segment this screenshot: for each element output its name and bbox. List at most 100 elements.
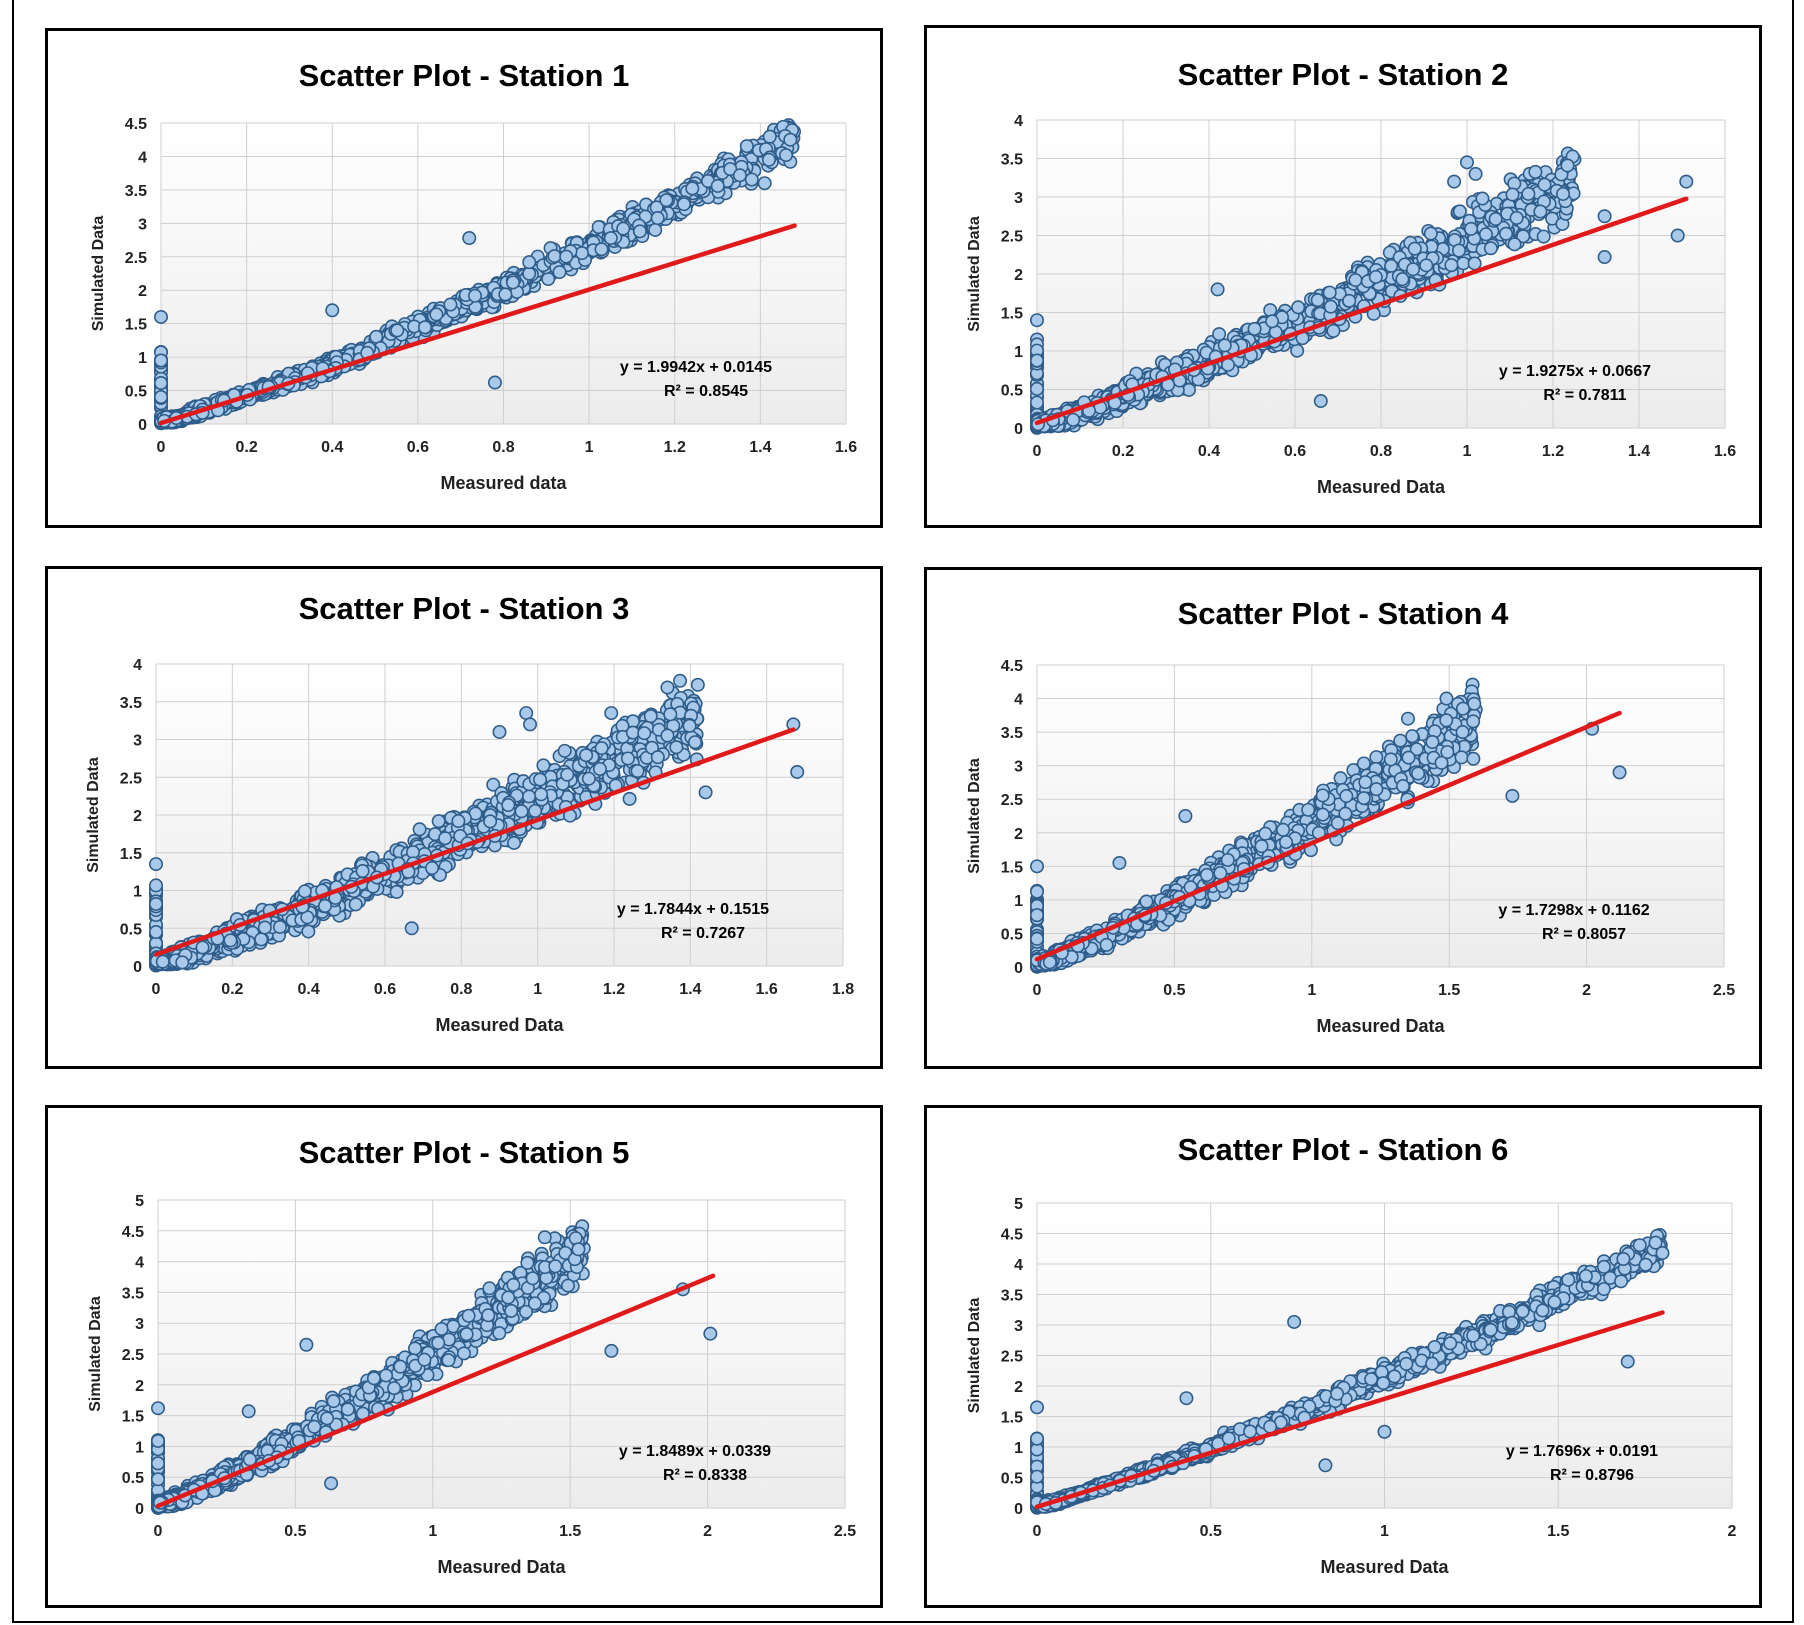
r-squared-label: R² = 0.8545: [664, 383, 748, 400]
y-axis-label: Simulated Data: [85, 757, 102, 873]
scatter-point: [1368, 269, 1383, 284]
y-tick-label: 2: [133, 808, 142, 825]
scatter-point: [1326, 323, 1341, 338]
x-axis-label: Measured Data: [435, 1015, 564, 1035]
scatter-point: [149, 857, 164, 872]
scatter-point: [272, 919, 287, 934]
scatter-point: [1597, 209, 1612, 224]
y-tick-label: 0: [138, 417, 147, 434]
scatter-point: [559, 249, 574, 264]
chart-title: Scatter Plot - Station 1: [299, 58, 630, 93]
scatter-point: [663, 707, 678, 722]
scatter-point: [223, 933, 238, 948]
scatter-point: [1679, 174, 1694, 189]
scatter-point: [552, 265, 567, 280]
scatter-point: [541, 272, 556, 287]
scatter-point: [390, 323, 405, 338]
scatter-point: [297, 884, 312, 899]
scatter-point: [425, 861, 440, 876]
scatter-point: [682, 718, 697, 733]
scatter-point: [625, 725, 640, 740]
x-tick-label: 1.2: [664, 439, 686, 456]
x-tick-label: 1.4: [749, 439, 771, 456]
x-tick-label: 0.4: [1198, 443, 1220, 460]
scatter-point: [486, 777, 501, 792]
y-tick-label: 1: [1014, 893, 1023, 910]
scatter-point: [429, 307, 444, 322]
y-tick-label: 0.5: [125, 384, 147, 401]
chart-panel-station-2: Scatter Plot - Station 2 0 0.2 0.4 0.6 0.8 1 1.…: [924, 25, 1762, 528]
x-tick-label: 1.4: [1628, 443, 1650, 460]
scatter-point: [404, 921, 419, 936]
trendline: [153, 727, 796, 957]
scatter-point: [1451, 243, 1466, 258]
scatter-point: [592, 761, 607, 776]
scatter-point: [779, 148, 794, 163]
scatter-point: [604, 706, 619, 721]
x-tick-label: 2.5: [1713, 982, 1735, 999]
scatter-point: [522, 266, 537, 281]
chart-title: Scatter Plot - Station 2: [1178, 57, 1509, 92]
scatter-point: [761, 152, 776, 167]
x-tick-label: 0: [152, 981, 161, 998]
scatter-point: [762, 129, 777, 144]
scatter-point: [660, 728, 675, 743]
y-tick-label: 3.5: [1001, 725, 1023, 742]
y-tick-label: 2.5: [125, 250, 147, 267]
x-tick-label: 0.8: [492, 439, 514, 456]
scatter-point: [1467, 256, 1482, 271]
x-tick-label: 0.5: [1163, 982, 1185, 999]
scatter-point: [149, 896, 164, 911]
scatter-point: [257, 920, 272, 935]
trendline-equation: y = 1.9942x + 0.0145: [620, 359, 772, 376]
scatter-point: [630, 764, 645, 779]
scatter-point: [498, 287, 513, 302]
scatter-point: [669, 740, 684, 755]
y-tick-label: 4: [1014, 692, 1023, 709]
scatter-point: [557, 743, 572, 758]
scatter-point: [1030, 313, 1045, 328]
x-tick-label: 0.6: [407, 439, 429, 456]
y-tick-label: 4: [138, 149, 147, 166]
scatter-point: [1478, 227, 1493, 242]
x-tick-label: 0: [1033, 982, 1042, 999]
scatter-point: [1290, 343, 1305, 358]
x-tick-label: 1.6: [1714, 443, 1736, 460]
scatter-point: [154, 309, 169, 324]
chart-panel-station-4: Scatter Plot - Station 4 0 0.5 1 1.5 2 2.5 0 0.5…: [924, 567, 1762, 1069]
chart-panel-station-3: Scatter Plot - Station 3 0 0.2 0.4 0.6 0.8 1 1.…: [45, 566, 883, 1069]
y-tick-label: 0.5: [1001, 926, 1023, 943]
scatter-point: [1507, 237, 1522, 252]
scatter-point: [739, 139, 754, 154]
chart-title: Scatter Plot - Station 3: [299, 591, 630, 626]
x-tick-label: 2: [1582, 982, 1591, 999]
y-tick-label: 1.5: [1001, 306, 1023, 323]
scatter-point: [1447, 174, 1462, 189]
y-tick-label: 0: [133, 959, 142, 976]
y-tick-label: 4.5: [1001, 658, 1023, 675]
scatter-point: [1395, 272, 1410, 287]
x-tick-label: 1: [1307, 982, 1316, 999]
scatter-point: [1528, 164, 1543, 179]
scatter-point: [1406, 262, 1421, 277]
y-tick-label: 3: [138, 216, 147, 233]
scatter-point: [536, 758, 551, 773]
scatter-point: [1212, 327, 1227, 342]
scatter-point: [301, 924, 316, 939]
scatter-point: [462, 231, 477, 246]
scatter-point: [1030, 884, 1045, 899]
x-axis-label: Measured data: [440, 473, 567, 493]
scatter-point: [487, 375, 502, 390]
trendline: [1034, 196, 1689, 426]
scatter-point: [1247, 321, 1262, 336]
scatter-point: [412, 822, 427, 837]
scatter-point: [325, 303, 340, 318]
y-tick-label: 3.5: [125, 183, 147, 200]
scatter-point: [1459, 155, 1474, 170]
scatter-point: [616, 221, 631, 236]
x-axis-label: Measured Data: [1316, 1016, 1445, 1036]
scatter-point: [1423, 226, 1438, 241]
scatter-point: [757, 176, 772, 191]
y-tick-label: 3.5: [1001, 152, 1023, 169]
scatter-point: [1342, 293, 1357, 308]
